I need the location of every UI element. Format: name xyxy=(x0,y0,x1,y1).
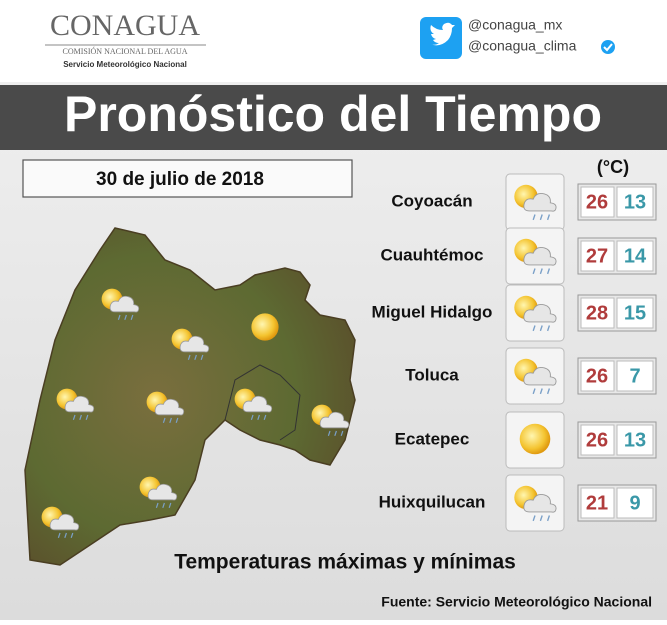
caption: Temperaturas máximas y mínimas xyxy=(174,551,516,574)
date: 30 de julio de 2018 xyxy=(96,169,264,190)
unit: (°C) xyxy=(597,157,629,177)
max-temp: 26 xyxy=(586,365,608,387)
min-temp: 9 xyxy=(629,492,640,514)
max-cell xyxy=(580,297,615,329)
max-cell xyxy=(580,487,615,519)
max-temp: 26 xyxy=(586,429,608,451)
agency: COMISIÓN NACIONAL DEL AGUA xyxy=(63,46,188,56)
forecast-rows: Coyoacán 26 13 Cuauhtémoc 27 14 Miguel Hidalgo… xyxy=(372,173,657,532)
twitter-handle: @conagua_mx xyxy=(468,17,562,33)
service: Servicio Meteorológico Nacional xyxy=(63,60,187,69)
date-box xyxy=(22,159,353,198)
min-cell xyxy=(616,297,654,329)
min-temp: 7 xyxy=(629,365,640,387)
max-cell xyxy=(580,186,615,218)
max-temp: 26 xyxy=(586,191,608,213)
twitter-bird xyxy=(430,22,455,46)
map xyxy=(24,227,356,566)
city-name: Miguel Hidalgo xyxy=(372,302,493,321)
min-cell xyxy=(616,186,654,218)
max-temp: 21 xyxy=(586,492,608,514)
city-name: Ecatepec xyxy=(395,429,470,448)
title-band xyxy=(0,85,667,150)
twitter-handle: @conagua_clima xyxy=(468,38,577,54)
max-temp: 27 xyxy=(586,245,608,267)
max-cell xyxy=(580,360,615,392)
min-cell xyxy=(616,360,654,392)
min-cell xyxy=(616,424,654,456)
max-temp: 28 xyxy=(586,302,608,324)
max-cell xyxy=(580,424,615,456)
min-temp: 15 xyxy=(624,302,646,324)
title: Pronóstico del Tiempo xyxy=(64,86,602,142)
min-cell xyxy=(616,487,654,519)
max-cell xyxy=(580,240,615,272)
map-boundary xyxy=(224,364,301,441)
min-cell xyxy=(616,240,654,272)
min-temp: 13 xyxy=(624,191,646,213)
header-band xyxy=(0,0,667,82)
source: Fuente: Servicio Meteorológico Nacional xyxy=(381,594,652,610)
verified-badge xyxy=(601,40,615,54)
city-name: Toluca xyxy=(405,365,459,384)
logo: CONAGUA xyxy=(50,9,200,42)
min-temp: 13 xyxy=(624,429,646,451)
city-name: Coyoacán xyxy=(391,191,472,210)
min-temp: 14 xyxy=(624,245,647,267)
verified-check xyxy=(603,43,613,52)
weather-icon xyxy=(519,423,551,455)
city-name: Huixquilucan xyxy=(379,492,486,511)
city-name: Cuauhtémoc xyxy=(381,245,484,264)
